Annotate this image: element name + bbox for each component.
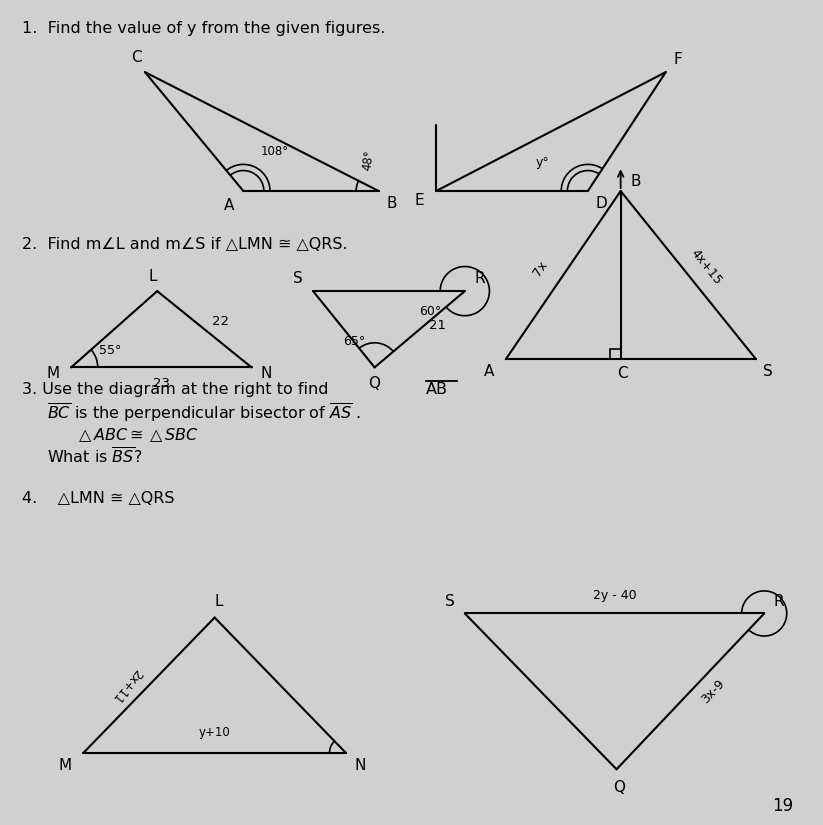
Text: Q: Q bbox=[613, 780, 625, 794]
Text: 3. Use the diagram at the right to find: 3. Use the diagram at the right to find bbox=[22, 382, 333, 397]
Text: E: E bbox=[415, 193, 425, 209]
Text: S: S bbox=[294, 271, 303, 286]
Text: A: A bbox=[484, 364, 495, 379]
Text: 4.    △LMN ≅ △QRS: 4. △LMN ≅ △QRS bbox=[22, 491, 174, 506]
Text: 7x: 7x bbox=[531, 258, 550, 279]
Text: What is $\overline{BS}$?: What is $\overline{BS}$? bbox=[47, 447, 142, 467]
Text: L: L bbox=[215, 594, 223, 609]
Text: 23: 23 bbox=[153, 377, 170, 390]
Text: N: N bbox=[261, 366, 272, 381]
Text: Q: Q bbox=[369, 376, 380, 391]
Text: 19: 19 bbox=[772, 797, 793, 815]
Text: 3x-9: 3x-9 bbox=[699, 676, 728, 706]
Text: 55°: 55° bbox=[100, 345, 122, 357]
Text: B: B bbox=[387, 196, 397, 211]
Text: AB: AB bbox=[426, 382, 449, 397]
Text: C: C bbox=[132, 50, 142, 65]
Text: 60°: 60° bbox=[419, 305, 441, 318]
Text: F: F bbox=[674, 52, 682, 68]
Text: 4x+15: 4x+15 bbox=[688, 247, 724, 287]
Text: $\overline{BC}$ is the perpendicular bisector of $\overline{AS}$ .: $\overline{BC}$ is the perpendicular bis… bbox=[47, 401, 360, 424]
Text: 65°: 65° bbox=[343, 335, 365, 347]
Text: 2y - 40: 2y - 40 bbox=[593, 589, 636, 602]
Text: M: M bbox=[47, 366, 59, 381]
Text: R: R bbox=[474, 271, 485, 286]
Text: 2x+11: 2x+11 bbox=[109, 666, 143, 705]
Text: D: D bbox=[595, 196, 607, 211]
Text: M: M bbox=[58, 757, 72, 773]
Text: C: C bbox=[617, 366, 628, 381]
Text: 1.  Find the value of y from the given figures.: 1. Find the value of y from the given fi… bbox=[22, 21, 385, 36]
Text: y°: y° bbox=[536, 156, 550, 169]
Text: $\triangle ABC \cong \triangle SBC$: $\triangle ABC \cong \triangle SBC$ bbox=[75, 427, 199, 445]
Text: S: S bbox=[764, 364, 773, 379]
Text: 21: 21 bbox=[430, 318, 446, 332]
Text: S: S bbox=[445, 594, 455, 609]
Text: 22: 22 bbox=[212, 314, 230, 328]
Text: L: L bbox=[149, 269, 157, 284]
Text: R: R bbox=[774, 594, 784, 609]
Text: 48°: 48° bbox=[361, 148, 377, 171]
Text: N: N bbox=[355, 757, 366, 773]
Text: 2.  Find m∠L and m∠S if △LMN ≅ △QRS.: 2. Find m∠L and m∠S if △LMN ≅ △QRS. bbox=[22, 237, 347, 252]
Text: y+10: y+10 bbox=[199, 726, 230, 739]
Text: 108°: 108° bbox=[260, 145, 289, 158]
Text: B: B bbox=[630, 174, 640, 189]
Text: A: A bbox=[223, 198, 234, 214]
